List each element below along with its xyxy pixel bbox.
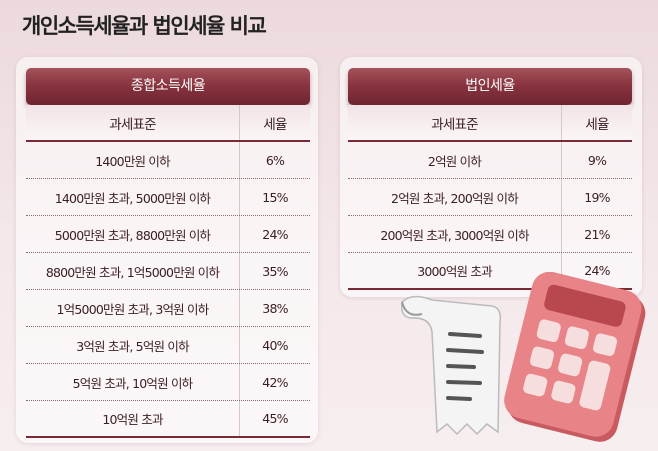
rate-cell: 24% xyxy=(262,226,288,242)
rate-cell: 24% xyxy=(584,263,610,278)
rate-cell: 15% xyxy=(262,189,288,205)
bracket-cell: 3억원 초과, 5억원 이하 xyxy=(26,327,240,363)
rate-cell: 세율 xyxy=(585,116,609,133)
table-row: 10억원 초과 45% xyxy=(26,401,310,438)
income-tax-table: 과세표준 세율 1400만원 이하 6% 1400만원 초과, 5000만원 이하 15%… xyxy=(26,105,310,438)
table-row: 8800만원 초과, 1억5000만원 이하 35% xyxy=(26,253,310,290)
bracket-cell: 2억원 이하 xyxy=(348,142,562,178)
calculator-icon xyxy=(504,272,646,442)
table-row: 1억5000만원 초과, 3억원 이하 38% xyxy=(26,290,310,327)
corporate-tax-table: 과세표준 세율 2억원 이하 9% 2억원 초과, 200억원 이하 19% 200억원 초… xyxy=(348,105,632,290)
rate-cell: 21% xyxy=(584,226,610,242)
table-row: 3억원 초과, 5억원 이하 40% xyxy=(26,327,310,364)
bracket-cell: 과세표준 xyxy=(26,105,240,140)
bracket-cell: 5000만원 초과, 8800만원 이하 xyxy=(26,216,240,252)
receipt-icon xyxy=(400,295,502,436)
corporate-tax-header: 법인세율 xyxy=(348,68,632,105)
rate-cell: 42% xyxy=(262,374,288,390)
bracket-cell: 1억5000만원 초과, 3억원 이하 xyxy=(26,290,240,326)
table-row: 2억원 이하 9% xyxy=(348,142,632,179)
bracket-cell: 2억원 초과, 200억원 이하 xyxy=(348,179,562,215)
table-row: 5억원 초과, 10억원 이하 42% xyxy=(26,364,310,401)
bracket-cell: 200억원 초과, 3000억원 이하 xyxy=(348,216,562,252)
rate-cell: 9% xyxy=(587,152,607,168)
bracket-cell: 5억원 초과, 10억원 이하 xyxy=(26,364,240,400)
rate-cell: 세율 xyxy=(263,116,287,133)
rate-cell: 38% xyxy=(262,300,288,316)
rate-cell: 6% xyxy=(265,152,285,168)
bracket-cell: 8800만원 초과, 1억5000만원 이하 xyxy=(26,253,240,289)
bracket-cell: 1400만원 이하 xyxy=(26,142,240,178)
table-header-row: 과세표준 세율 xyxy=(26,105,310,142)
table-row: 1400만원 초과, 5000만원 이하 15% xyxy=(26,179,310,216)
income-tax-header: 종합소득세율 xyxy=(26,68,310,105)
bracket-cell: 3000억원 초과 xyxy=(348,253,562,288)
rate-cell: 35% xyxy=(262,263,288,279)
table-row: 3000억원 초과 24% xyxy=(348,253,632,290)
rate-cell: 19% xyxy=(584,189,610,205)
rate-cell: 45% xyxy=(262,411,288,426)
rate-cell: 40% xyxy=(262,337,288,353)
table-row: 1400만원 이하 6% xyxy=(26,142,310,179)
bracket-cell: 10억원 초과 xyxy=(26,401,240,436)
table-row: 200억원 초과, 3000억원 이하 21% xyxy=(348,216,632,253)
bracket-cell: 과세표준 xyxy=(348,105,562,140)
table-row: 2억원 초과, 200억원 이하 19% xyxy=(348,179,632,216)
table-header-row: 과세표준 세율 xyxy=(348,105,632,142)
table-row: 5000만원 초과, 8800만원 이하 24% xyxy=(26,216,310,253)
page-title: 개인소득세율과 법인세율 비교 xyxy=(22,14,267,38)
bracket-cell: 1400만원 초과, 5000만원 이하 xyxy=(26,179,240,215)
